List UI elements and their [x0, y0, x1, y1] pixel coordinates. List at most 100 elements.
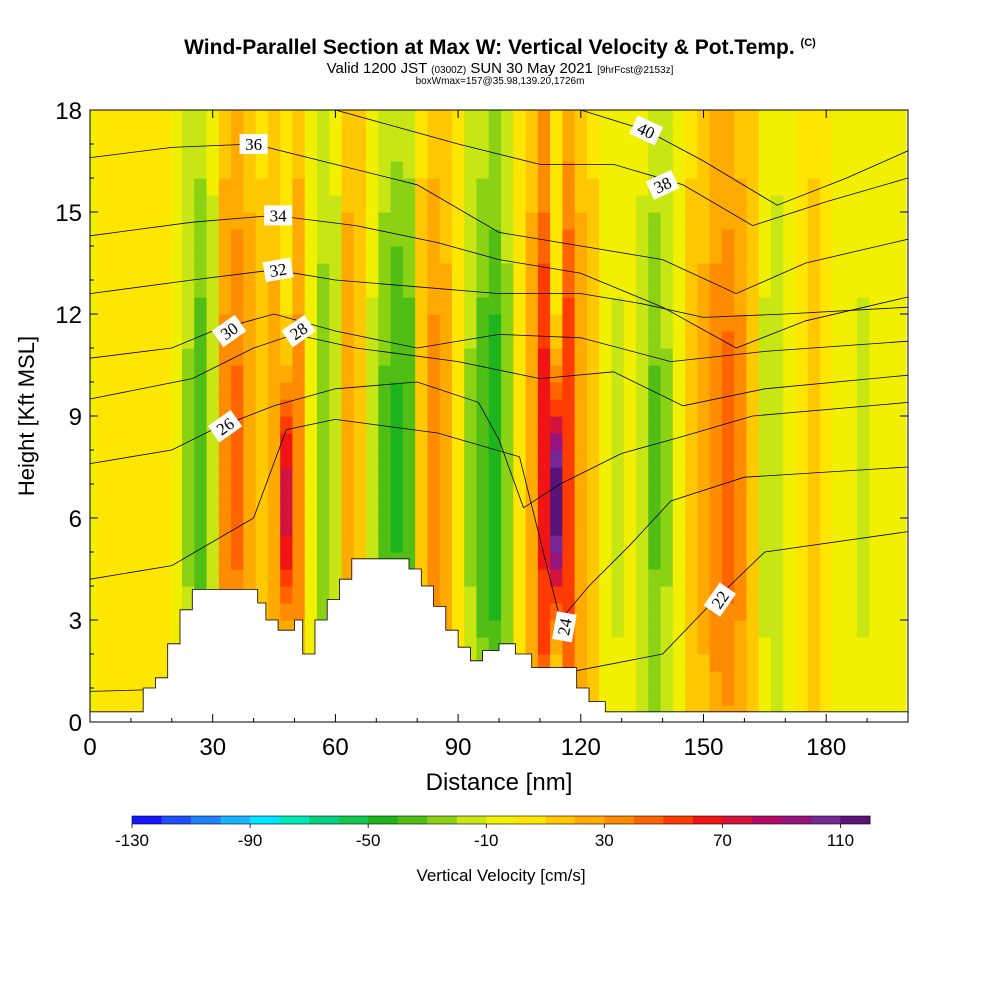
- field-cell: [439, 569, 453, 587]
- field-cell: [451, 399, 465, 417]
- field-cell: [243, 433, 257, 451]
- field-cell: [206, 552, 220, 570]
- field-cell: [231, 246, 244, 264]
- field-cell: [721, 212, 735, 230]
- field-cell: [513, 348, 527, 366]
- field-cell: [255, 331, 269, 349]
- field-cell: [721, 654, 735, 672]
- field-cell: [574, 348, 588, 366]
- field-cell: [881, 586, 895, 604]
- field-cell: [783, 688, 797, 706]
- field-cell: [648, 144, 662, 162]
- field-cell: [476, 110, 490, 128]
- field-cell: [280, 127, 294, 145]
- field-cell: [881, 263, 895, 281]
- field-cell: [329, 212, 343, 230]
- field-cell: [795, 314, 809, 332]
- field-cell: [267, 484, 281, 502]
- field-cell: [415, 161, 429, 179]
- colorbar-swatch: [574, 816, 605, 824]
- field-cell: [537, 263, 551, 281]
- field-cell: [820, 637, 833, 655]
- field-cell: [783, 450, 797, 468]
- field-cell: [341, 297, 355, 315]
- field-cell: [90, 620, 97, 638]
- field-cell: [353, 297, 367, 315]
- field-cell: [366, 399, 379, 417]
- field-cell: [353, 450, 367, 468]
- field-cell: [869, 586, 883, 604]
- field-cell: [562, 331, 576, 349]
- field-cell: [378, 382, 392, 400]
- field-cell: [451, 246, 465, 264]
- field-cell: [206, 161, 220, 179]
- field-cell: [316, 535, 330, 553]
- field-cell: [660, 535, 674, 553]
- field-cell: [525, 586, 539, 604]
- field-cell: [832, 620, 846, 638]
- field-cell: [795, 212, 809, 230]
- field-cell: [194, 348, 208, 366]
- field-cell: [550, 450, 563, 468]
- field-cell: [132, 535, 146, 553]
- field-cell: [770, 603, 784, 621]
- field-cell: [439, 450, 453, 468]
- field-cell: [427, 348, 441, 366]
- field-cell: [157, 467, 171, 485]
- field-cell: [182, 161, 195, 179]
- field-cell: [525, 552, 539, 570]
- field-cell: [501, 586, 514, 604]
- field-cell: [832, 331, 846, 349]
- field-cell: [439, 433, 453, 451]
- field-cell: [132, 382, 146, 400]
- field-cell: [476, 620, 490, 638]
- field-cell: [869, 688, 883, 706]
- field-cell: [721, 450, 735, 468]
- field-cell: [525, 467, 539, 485]
- field-cell: [611, 348, 625, 366]
- x-tick-label: 120: [561, 734, 601, 761]
- field-cell: [378, 144, 392, 162]
- field-cell: [660, 127, 674, 145]
- field-cell: [795, 603, 809, 621]
- field-cell: [550, 178, 563, 196]
- field-cell: [231, 110, 244, 128]
- field-cell: [157, 127, 171, 145]
- field-cell: [169, 195, 183, 213]
- colorbar-frame: [131, 815, 871, 825]
- field-cell: [90, 586, 97, 604]
- field-cell: [120, 484, 134, 502]
- field-cell: [856, 416, 870, 434]
- field-cell: [820, 654, 833, 672]
- field-cell: [636, 518, 649, 536]
- field-cell: [439, 178, 453, 196]
- field-cell: [218, 161, 232, 179]
- field-cell: [255, 467, 269, 485]
- field-cell: [672, 263, 686, 281]
- field-cell: [525, 110, 539, 128]
- field-cell: [709, 518, 723, 536]
- field-cell: [157, 552, 171, 570]
- field-cell: [758, 110, 772, 128]
- field-cell: [145, 348, 159, 366]
- field-cell: [795, 654, 809, 672]
- field-cell: [206, 382, 220, 400]
- isentrope-label-text: 24: [554, 616, 576, 637]
- field-cell: [120, 314, 134, 332]
- field-cell: [770, 382, 784, 400]
- field-cell: [537, 450, 551, 468]
- field-cell: [697, 467, 711, 485]
- field-cell: [685, 688, 698, 706]
- field-cell: [280, 110, 294, 128]
- field-cell: [464, 348, 478, 366]
- field-cell: [451, 552, 465, 570]
- field-cell: [832, 552, 846, 570]
- field-cell: [672, 127, 686, 145]
- field-cell: [746, 280, 760, 298]
- field-cell: [685, 620, 698, 638]
- field-cell: [746, 484, 760, 502]
- field-cell: [623, 467, 637, 485]
- field-cell: [132, 161, 146, 179]
- field-cell: [623, 501, 637, 519]
- field-cell: [255, 314, 269, 332]
